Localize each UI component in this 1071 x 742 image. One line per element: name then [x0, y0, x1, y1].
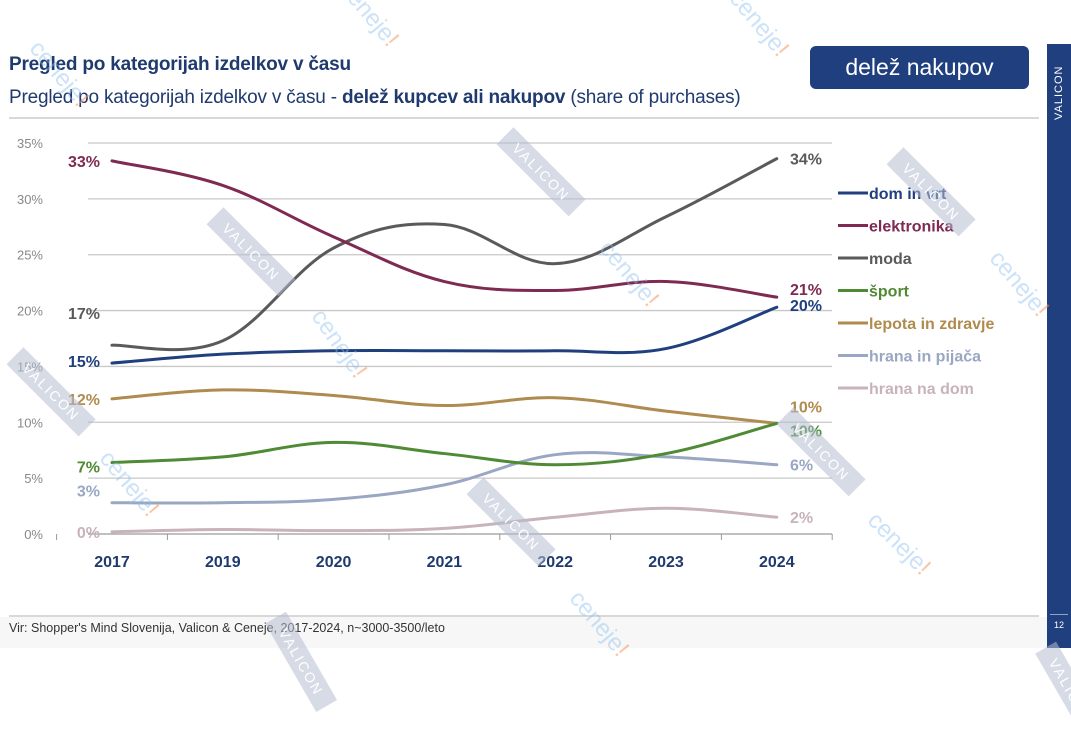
end-value-label: 20%: [790, 298, 822, 315]
series-line-moda: [110, 157, 779, 352]
start-value-label: 33%: [68, 154, 100, 171]
series-lines: [110, 157, 779, 534]
y-axis-ticks: 0% 5% 10% 15% 20% 25% 30% 35%: [17, 136, 43, 542]
x-tick-label: 2023: [648, 554, 684, 571]
series-line-hrana-na-dom: [110, 506, 779, 534]
x-tick-label: 2019: [205, 554, 241, 571]
x-tick-label: 2021: [427, 554, 463, 571]
series-line-lepota-in-zdravje: [110, 388, 779, 425]
share-badge: delež nakupov: [810, 46, 1029, 89]
legend-item: dom in vrt: [838, 186, 947, 203]
source-note: Vir: Shopper's Mind Slovenija, Valicon &…: [9, 621, 445, 635]
page-subtitle: Pregled po kategorijah izdelkov v času -…: [9, 87, 741, 109]
legend-label: hrana in pijača: [869, 349, 981, 366]
series-line-dom-in-vrt: [110, 305, 779, 365]
legend-label: moda: [869, 251, 912, 268]
sidebar-brand-label: VALICON: [1053, 65, 1065, 120]
x-tick-label: 2022: [537, 554, 573, 571]
y-tick-label: 20%: [17, 304, 43, 319]
subtitle-bold: delež kupcev ali nakupov: [341, 87, 566, 108]
y-tick-label: 0%: [24, 527, 43, 542]
end-value-label: 10%: [790, 399, 822, 416]
y-tick-label: 15%: [17, 359, 43, 374]
footer-band: [0, 617, 1047, 648]
start-value-label: 15%: [68, 354, 100, 371]
start-value-label: 0%: [77, 525, 100, 542]
y-tick-label: 5%: [24, 471, 43, 486]
header-divider: [9, 117, 1039, 119]
footer-divider: [9, 615, 1039, 617]
y-tick-label: 30%: [17, 192, 43, 207]
x-tick-label: 2024: [759, 554, 795, 571]
page-number: 12: [1053, 620, 1064, 630]
legend-item: lepota in zdravje: [838, 316, 994, 333]
series-line-elektronika: [110, 159, 779, 299]
series-line-hrana-in-pijača: [110, 451, 779, 505]
legend-item: šport: [838, 284, 910, 301]
legend-label: elektronika: [869, 219, 954, 236]
legend-item: elektronika: [838, 219, 954, 236]
start-value-label: 17%: [68, 306, 100, 323]
end-value-label: 2%: [790, 510, 813, 527]
legend-label: dom in vrt: [869, 186, 947, 203]
x-tick-label: 2020: [316, 554, 352, 571]
legend-item: hrana in pijača: [838, 349, 981, 366]
y-tick-label: 25%: [17, 248, 43, 263]
legend: dom in vrt elektronika moda šport lepota in …: [838, 186, 994, 398]
legend-item: moda: [838, 251, 912, 268]
start-value-label: 3%: [77, 484, 100, 501]
sidebar-divider: [1050, 614, 1068, 615]
subtitle-suffix: (share of purchases): [565, 87, 741, 108]
line-chart: 0%5%10%15%20%25%30%35% 2017 2019 2020 2021 2…: [17, 136, 995, 571]
y-tick-label: 35%: [17, 136, 43, 151]
grid-lines: [88, 142, 832, 535]
legend-item: hrana na dom: [838, 381, 974, 398]
end-value-label: 6%: [790, 458, 813, 475]
series-line-šport: [110, 421, 779, 467]
start-value-label: 7%: [77, 460, 100, 477]
page-title: Pregled po kategorijah izdelkov v času: [9, 54, 351, 75]
end-value-label: 10%: [790, 423, 822, 440]
brand-sidebar: [1047, 44, 1071, 648]
x-axis: 2017 2019 2020 2021 2022 2023 2024: [56, 534, 833, 571]
y-tick-label: 10%: [17, 415, 43, 430]
valicon-watermark: VALICON: [1035, 641, 1071, 742]
start-value-label: 12%: [68, 392, 100, 409]
end-value-label: 34%: [790, 152, 822, 169]
x-tick-label: 2017: [94, 554, 130, 571]
legend-label: lepota in zdravje: [869, 316, 994, 333]
subtitle-prefix: Pregled po kategorijah izdelkov v času -: [9, 87, 342, 108]
legend-label: hrana na dom: [869, 381, 974, 398]
legend-label: šport: [869, 284, 910, 301]
end-value-label: 21%: [790, 282, 822, 299]
